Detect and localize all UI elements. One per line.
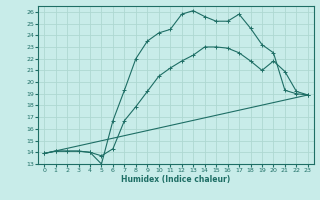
X-axis label: Humidex (Indice chaleur): Humidex (Indice chaleur) [121,175,231,184]
